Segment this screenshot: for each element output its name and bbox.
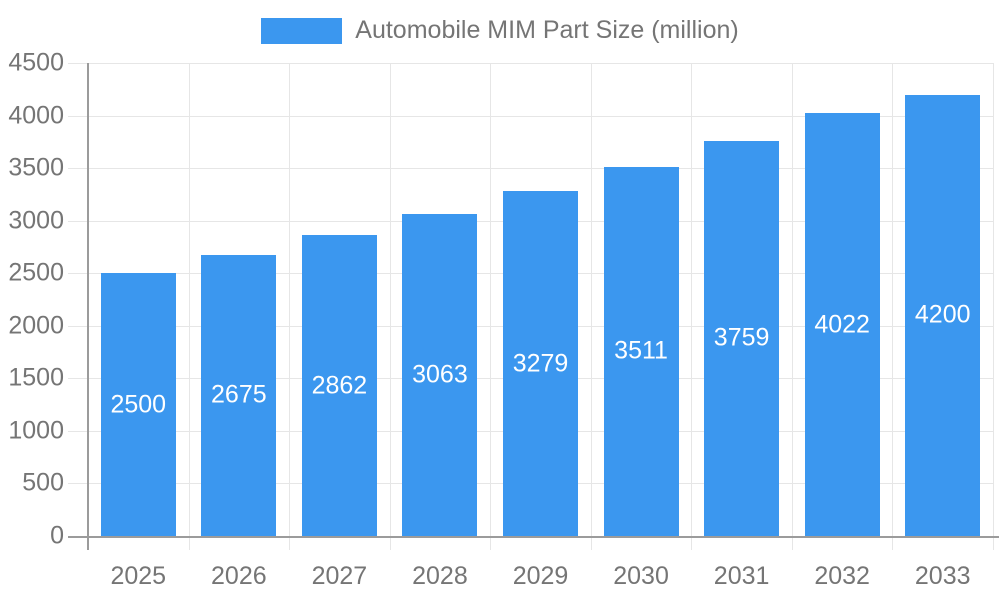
x-gridline xyxy=(590,63,592,550)
y-axis-tick-label: 4500 xyxy=(8,48,64,77)
x-gridline xyxy=(289,63,291,550)
x-gridline xyxy=(791,63,793,550)
bar-value-label: 4200 xyxy=(914,300,971,329)
legend-swatch xyxy=(261,17,343,44)
x-axis-tick-label: 2031 xyxy=(713,562,770,590)
y-axis-tick-label: 4000 xyxy=(8,101,64,130)
bar-value-label: 3063 xyxy=(412,360,468,389)
bar-2031 xyxy=(704,140,780,536)
bar-2026 xyxy=(201,254,277,536)
y-axis-tick-label: 1500 xyxy=(8,363,64,392)
x-gridline xyxy=(993,63,994,550)
x-axis-tick-label: 2033 xyxy=(914,562,971,590)
y-axis-line xyxy=(87,63,89,550)
bar-value-label: 4022 xyxy=(814,310,870,339)
bar-value-label: 3759 xyxy=(713,323,770,352)
x-axis-tick-label: 2032 xyxy=(814,562,870,590)
legend: Automobile MIM Part Size (million) xyxy=(0,16,1000,45)
x-gridline xyxy=(490,63,492,550)
x-gridline xyxy=(691,63,693,550)
x-axis-tick-label: 2027 xyxy=(311,562,368,590)
y-gridline xyxy=(68,168,993,170)
bar-2033 xyxy=(905,94,981,536)
x-axis-tick-label: 2030 xyxy=(613,562,669,590)
y-axis-tick-label: 3000 xyxy=(8,206,64,235)
y-axis-tick-label: 3500 xyxy=(8,153,64,182)
bar-2032 xyxy=(804,113,880,536)
x-gridline xyxy=(389,63,391,550)
x-axis-tick-label: 2025 xyxy=(110,562,167,590)
x-axis-tick-label: 2029 xyxy=(512,562,569,590)
bar-2029 xyxy=(503,191,578,536)
x-axis-tick-label: 2028 xyxy=(412,562,468,590)
bar-value-label: 3511 xyxy=(614,336,668,365)
bar-value-label: 3279 xyxy=(512,349,569,378)
x-axis-tick-label: 2026 xyxy=(211,562,267,590)
y-axis-tick-label: 1000 xyxy=(8,416,64,445)
x-gridline xyxy=(188,63,190,550)
y-axis-tick-label: 2500 xyxy=(8,258,64,287)
x-gridline xyxy=(892,63,894,550)
bar-2028 xyxy=(402,214,478,536)
bar-2030 xyxy=(603,166,679,536)
y-axis-tick-label: 2000 xyxy=(8,311,64,340)
y-axis-tick-label: 500 xyxy=(22,468,64,497)
bar-2027 xyxy=(301,235,377,536)
legend-label: Automobile MIM Part Size (million) xyxy=(355,16,739,44)
bar-value-label: 2500 xyxy=(110,390,167,419)
y-gridline xyxy=(68,115,993,117)
x-axis-line xyxy=(68,536,999,538)
bar-value-label: 2675 xyxy=(211,380,267,409)
y-axis-tick-label: 0 xyxy=(50,521,64,550)
bar-value-label: 2862 xyxy=(311,371,368,400)
y-gridline xyxy=(68,63,993,64)
bar-2025 xyxy=(100,273,176,536)
